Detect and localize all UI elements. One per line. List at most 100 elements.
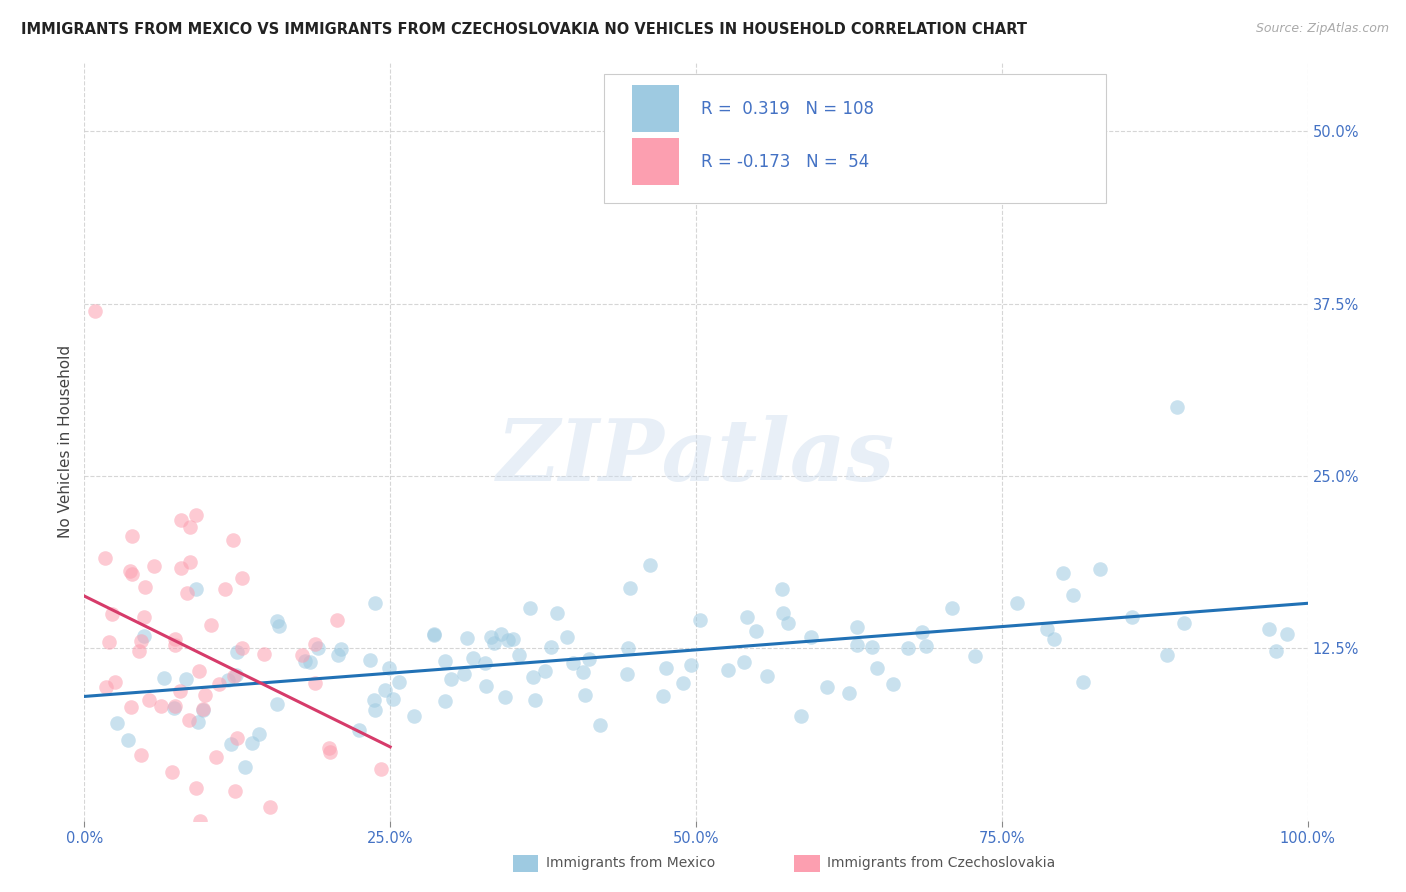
Point <box>619 581 641 595</box>
Point <box>194 688 217 702</box>
Point <box>1258 623 1281 637</box>
Point <box>132 629 155 643</box>
Point <box>179 556 201 570</box>
Point <box>1166 400 1188 414</box>
FancyBboxPatch shape <box>633 85 679 132</box>
Point <box>121 567 143 582</box>
Point <box>790 709 813 723</box>
Point <box>186 781 208 796</box>
Point <box>128 644 150 658</box>
Point <box>915 640 938 654</box>
Point <box>756 668 779 682</box>
Point <box>98 635 121 649</box>
Point <box>770 582 793 596</box>
Point <box>845 620 868 634</box>
Point <box>118 564 141 578</box>
Point <box>205 749 228 764</box>
Point <box>533 664 555 678</box>
Point <box>508 648 530 663</box>
Point <box>860 640 883 655</box>
Point <box>1264 643 1286 657</box>
Point <box>165 698 187 713</box>
Point <box>494 690 516 704</box>
Point <box>120 700 142 714</box>
Point <box>381 691 404 706</box>
Point <box>498 633 520 648</box>
Point <box>572 665 595 679</box>
Point <box>475 679 498 693</box>
Point <box>94 680 117 694</box>
Point <box>221 737 243 751</box>
Point <box>1173 615 1195 630</box>
Point <box>652 689 675 703</box>
Point <box>153 671 176 685</box>
Point <box>433 693 456 707</box>
Point <box>217 673 239 687</box>
Point <box>502 632 524 646</box>
Point <box>191 702 214 716</box>
Point <box>132 609 155 624</box>
Point <box>540 640 562 654</box>
Point <box>374 682 396 697</box>
Point <box>294 654 316 668</box>
Text: Immigrants from Czechoslovakia: Immigrants from Czechoslovakia <box>827 856 1054 871</box>
Point <box>1036 622 1059 636</box>
FancyBboxPatch shape <box>605 74 1105 202</box>
Point <box>326 648 349 662</box>
Point <box>240 736 263 750</box>
Point <box>225 731 247 745</box>
Point <box>479 630 502 644</box>
Point <box>733 655 755 669</box>
Point <box>170 561 193 575</box>
Point <box>359 653 381 667</box>
Point <box>654 661 676 675</box>
Point <box>222 533 245 548</box>
Point <box>422 627 444 641</box>
Point <box>170 513 193 527</box>
Point <box>617 641 640 656</box>
Point <box>866 661 889 675</box>
Point <box>1156 648 1178 662</box>
Point <box>363 693 385 707</box>
Point <box>266 698 288 712</box>
Point <box>489 627 512 641</box>
Point <box>318 741 340 756</box>
Point <box>347 723 370 737</box>
Point <box>561 656 583 670</box>
Point <box>522 670 544 684</box>
Point <box>456 632 478 646</box>
Point <box>364 703 387 717</box>
Point <box>772 606 794 620</box>
Text: ZIPatlas: ZIPatlas <box>496 415 896 499</box>
Point <box>422 628 444 642</box>
Point <box>482 636 505 650</box>
Point <box>184 508 207 523</box>
Point <box>142 559 165 574</box>
Point <box>224 783 246 797</box>
Point <box>574 688 596 702</box>
FancyBboxPatch shape <box>633 138 679 186</box>
Point <box>453 666 475 681</box>
Point <box>222 668 245 682</box>
Point <box>174 673 197 687</box>
Point <box>304 675 326 690</box>
Point <box>325 613 347 627</box>
Point <box>1275 627 1298 641</box>
Point <box>717 663 740 677</box>
Point <box>233 759 256 773</box>
Point <box>910 625 932 640</box>
Point <box>440 672 463 686</box>
Point <box>214 582 236 596</box>
Point <box>101 607 124 622</box>
Point <box>433 654 456 668</box>
Point <box>364 596 387 610</box>
Y-axis label: No Vehicles in Household: No Vehicles in Household <box>58 345 73 538</box>
Point <box>266 615 288 629</box>
Point <box>378 660 401 674</box>
Point <box>163 701 186 715</box>
Point <box>179 714 201 728</box>
Point <box>679 657 702 672</box>
Point <box>247 727 270 741</box>
Point <box>882 677 904 691</box>
Point <box>187 714 209 729</box>
